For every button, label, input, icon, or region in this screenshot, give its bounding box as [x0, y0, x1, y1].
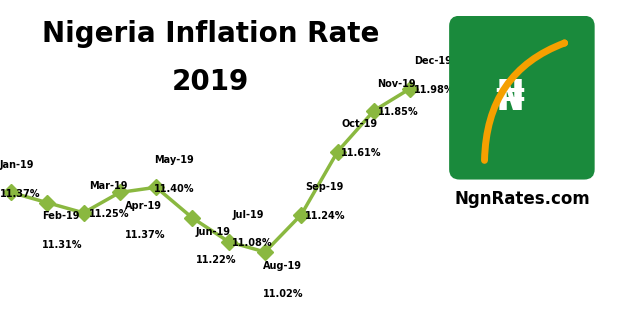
Text: Mar-19: Mar-19	[89, 181, 127, 191]
Text: Sep-19: Sep-19	[305, 182, 343, 192]
Text: NgnRates.com: NgnRates.com	[454, 190, 590, 208]
Text: Feb-19: Feb-19	[42, 211, 79, 221]
FancyBboxPatch shape	[449, 16, 595, 180]
Text: Jun-19: Jun-19	[196, 227, 231, 237]
Text: Dec-19: Dec-19	[414, 56, 452, 66]
Text: May-19: May-19	[154, 155, 194, 165]
Text: Aug-19: Aug-19	[263, 261, 302, 271]
Text: 11.98%: 11.98%	[414, 85, 454, 95]
Text: 11.22%: 11.22%	[196, 255, 236, 266]
Text: 11.85%: 11.85%	[377, 107, 418, 117]
Text: Nov-19: Nov-19	[377, 78, 416, 89]
Text: 11.37%: 11.37%	[125, 230, 166, 240]
Text: 11.24%: 11.24%	[305, 211, 345, 221]
FancyArrowPatch shape	[484, 43, 564, 160]
Text: 11.25%: 11.25%	[89, 209, 129, 220]
Text: 11.37%: 11.37%	[0, 189, 40, 199]
Text: 11.40%: 11.40%	[154, 184, 195, 194]
Text: 11.02%: 11.02%	[263, 289, 304, 300]
Text: 11.08%: 11.08%	[232, 238, 273, 249]
Text: 11.61%: 11.61%	[341, 148, 382, 158]
Text: Jul-19: Jul-19	[232, 210, 264, 220]
Text: 11.31%: 11.31%	[42, 240, 83, 250]
Text: Oct-19: Oct-19	[341, 119, 377, 129]
Text: Apr-19: Apr-19	[125, 201, 163, 211]
Text: 2019: 2019	[172, 68, 249, 96]
Text: Nigeria Inflation Rate: Nigeria Inflation Rate	[42, 20, 379, 49]
Text: ₦: ₦	[495, 77, 524, 119]
Text: Jan-19: Jan-19	[0, 160, 35, 170]
